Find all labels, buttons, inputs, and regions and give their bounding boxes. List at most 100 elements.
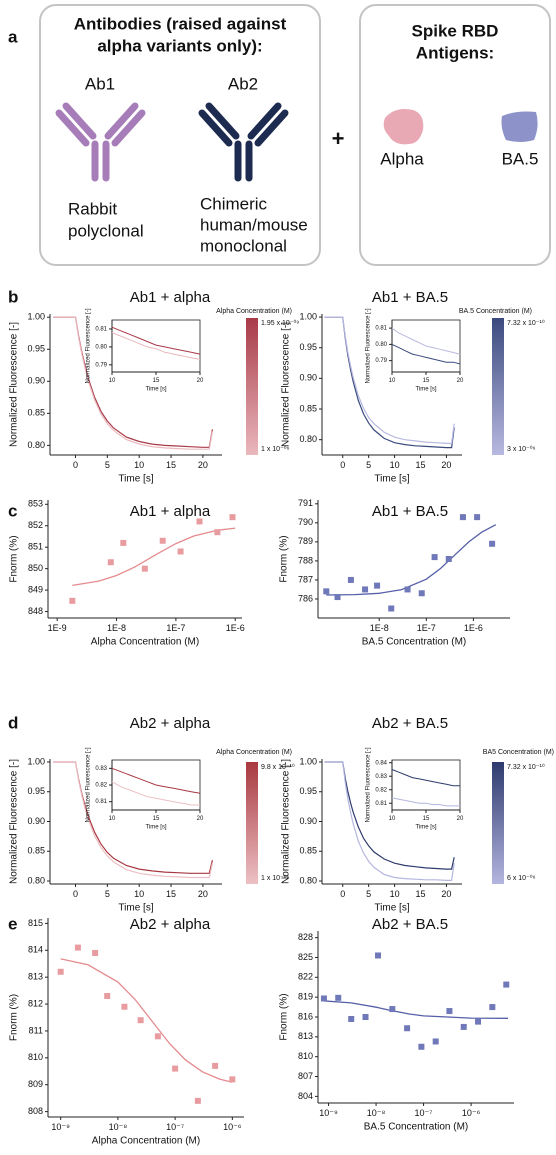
antibody-description: Rabbit (68, 199, 117, 218)
antigen-icon (383, 109, 424, 145)
x-axis-label: Time [s] (145, 386, 166, 392)
chart-title: Ab1 + alpha (130, 503, 211, 520)
data-point (489, 1004, 496, 1011)
y-tick-label: 1.00 (299, 311, 317, 321)
x-tick-label: 20 (457, 378, 464, 384)
data-point (137, 1017, 144, 1024)
trace-line (111, 326, 201, 355)
data-point (214, 529, 221, 536)
y-tick-label: 848 (28, 606, 43, 616)
x-tick-label: 10 (109, 378, 116, 384)
colorbar-label: 7.32 x 10⁻¹⁰ (507, 319, 545, 327)
y-tick-label: 813 (298, 1031, 313, 1041)
trace-line (391, 769, 460, 787)
x-tick-label: 0 (340, 460, 345, 470)
y-tick-label: 849 (28, 584, 43, 594)
data-point (177, 548, 184, 555)
colorbar-label: 9.8 x 10⁻¹⁰ (261, 763, 295, 771)
data-point (348, 1015, 355, 1022)
x-tick-label: 15 (166, 460, 176, 470)
y-axis-label: Normalized Fluorescence [-] (281, 322, 292, 447)
y-tick-label: 0.95 (299, 786, 317, 796)
y-tick-label: 851 (28, 542, 43, 552)
antibody-name: Ab2 (228, 74, 258, 93)
y-tick-label: 0.81 (375, 801, 387, 807)
data-point (104, 992, 111, 999)
x-tick-label: 10⁻⁸ (109, 1122, 128, 1132)
x-tick-label: 10⁻⁷ (415, 1108, 433, 1118)
y-tick-label: 0.80 (95, 344, 107, 350)
data-point (212, 1062, 219, 1069)
x-tick-label: 15 (423, 378, 430, 384)
data-point (69, 597, 76, 604)
x-tick-label: 0 (340, 889, 345, 899)
y-tick-label: 1.00 (27, 756, 45, 766)
y-tick-label: 0.85 (299, 846, 317, 856)
plus-sign: + (332, 126, 345, 151)
data-point (334, 594, 341, 601)
data-point (432, 1038, 439, 1045)
x-axis-label: Time [s] (415, 824, 436, 830)
x-tick-label: 10 (389, 816, 396, 822)
colorbar (492, 762, 504, 884)
data-point (57, 968, 64, 975)
x-tick-label: 1E-7 (417, 623, 436, 633)
x-axis-label: Time [s] (374, 474, 409, 485)
chart-title: Ab1 + BA.5 (372, 503, 448, 520)
x-tick-label: 15 (416, 460, 426, 470)
y-axis-label: Fnorm (%) (279, 993, 290, 1040)
antibody-description: polyclonal (68, 221, 144, 240)
data-point (159, 537, 166, 544)
y-axis-label: Fnorm (%) (9, 535, 20, 582)
y-tick-label: 816 (298, 1011, 313, 1021)
y-tick-label: 0.90 (299, 816, 317, 826)
trace-line (53, 761, 213, 879)
x-tick-label: 20 (198, 460, 208, 470)
panel-label: a (8, 27, 18, 46)
y-axis-label: Normalized Fluorescence [-] (281, 759, 292, 884)
antibody-icon (198, 102, 289, 182)
y-tick-label: 0.83 (375, 774, 387, 780)
colorbar-title: BA5 Concentration (M) (483, 749, 554, 756)
x-tick-label: 10 (389, 378, 396, 384)
antibody-description: Chimeric (200, 194, 268, 213)
x-tick-label: 1E-6 (464, 623, 483, 633)
x-tick-label: 0 (73, 460, 78, 470)
data-point (388, 605, 395, 612)
y-axis-label: Fnorm (%) (9, 994, 20, 1041)
trace-line (391, 343, 461, 365)
y-tick-label: 0.95 (27, 786, 45, 796)
colorbar-title: Alpha Concentration (M) (216, 749, 292, 756)
x-tick-label: 10 (109, 816, 116, 822)
y-tick-label: 0.95 (299, 342, 317, 352)
x-axis-label: Time [s] (415, 386, 436, 392)
x-tick-label: 1E-9 (48, 623, 67, 633)
chart-title: Ab2 + alpha (130, 715, 211, 732)
y-axis-label: Normalized Fluorescence [-] (86, 308, 92, 383)
box-title: Antibodies (raised against (74, 14, 287, 33)
fit-line (60, 958, 233, 1083)
y-tick-label: 852 (28, 520, 43, 530)
y-tick-label: 814 (28, 945, 43, 955)
y-tick-label: 0.79 (95, 362, 107, 368)
data-point (431, 554, 438, 561)
data-point (347, 576, 354, 583)
data-point (92, 949, 99, 956)
data-point (120, 539, 127, 546)
data-point (323, 588, 330, 595)
data-point (196, 518, 203, 525)
y-tick-label: 808 (28, 1106, 43, 1116)
y-tick-label: 0.83 (95, 766, 107, 772)
y-tick-label: 810 (298, 1051, 313, 1061)
trace-line (111, 332, 201, 360)
x-tick-label: 20 (457, 816, 464, 822)
data-point (489, 540, 496, 547)
colorbar-label: 6 x 10⁻⁰⁶ (507, 874, 536, 882)
y-tick-label: 1.00 (299, 756, 317, 766)
x-tick-label: 1E-8 (370, 623, 389, 633)
data-point (154, 1033, 161, 1040)
x-tick-label: 15 (153, 378, 160, 384)
y-tick-label: 812 (28, 998, 43, 1008)
